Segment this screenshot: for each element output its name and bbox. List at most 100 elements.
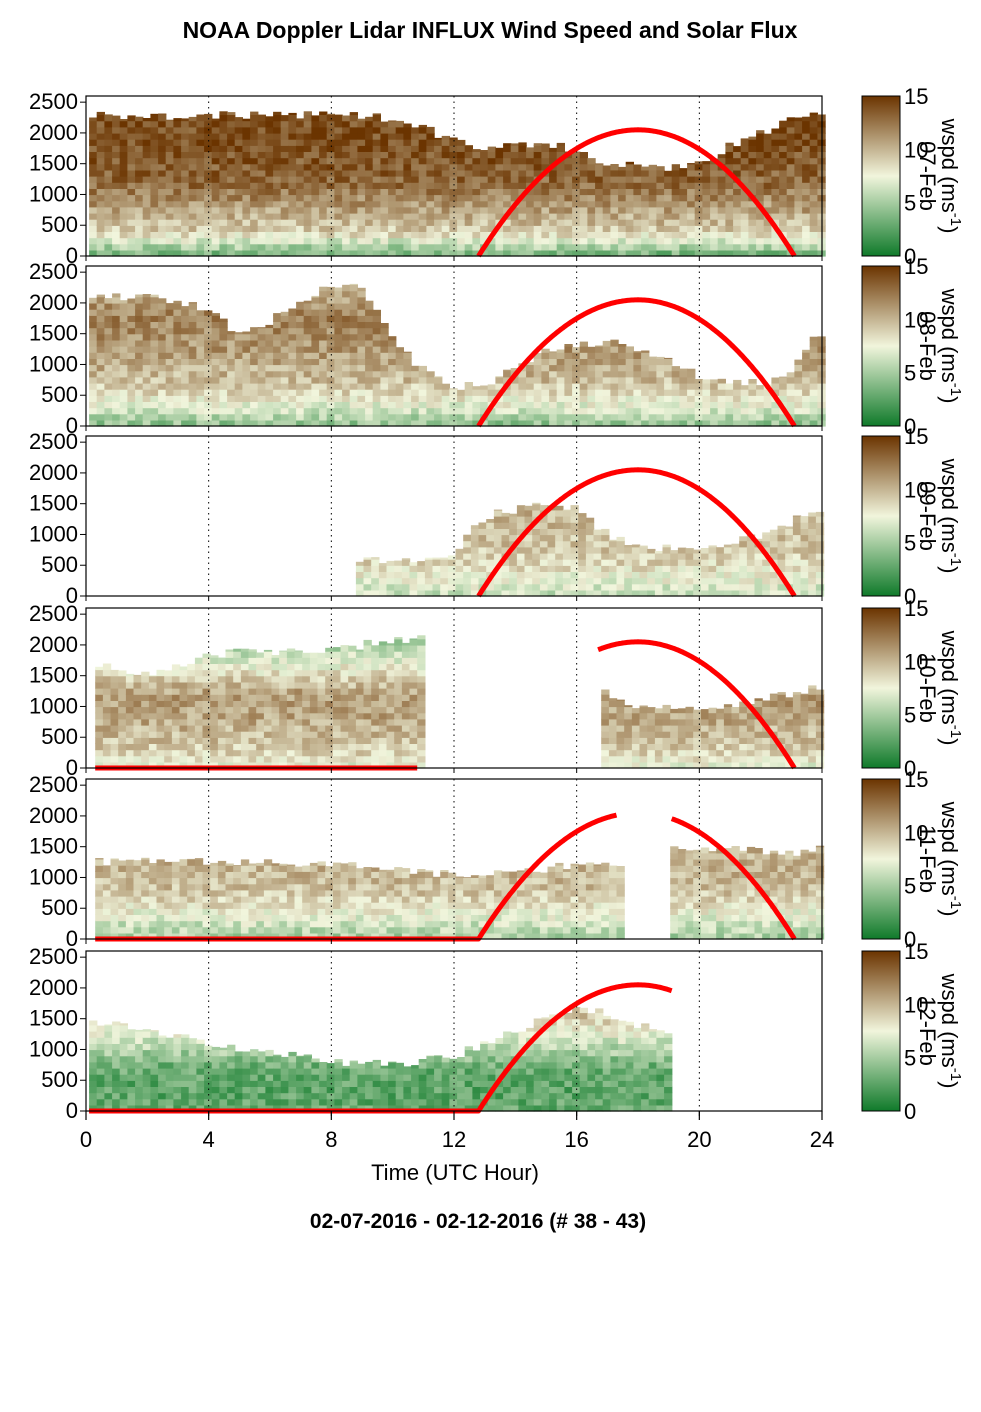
heatmap-cell [196,327,205,335]
heatmap-cell [388,358,397,366]
heatmap-cell [449,163,458,171]
heatmap-cell [227,419,236,427]
heatmap-cell [386,712,395,720]
heatmap-cell [211,182,220,189]
heatmap-cell [204,370,213,378]
heatmap-cell [624,755,633,763]
heatmap-cell [196,176,205,183]
heatmap-cell [547,509,556,517]
heatmap-cell [733,225,742,232]
heatmap-cell [141,724,150,732]
heatmap-cell [119,182,128,189]
heatmap-cell [809,370,818,378]
heatmap-cell [102,669,112,677]
heatmap-cell [802,358,811,366]
heatmap-cell [150,145,159,152]
heatmap-cell [733,379,742,384]
heatmap-cell [570,516,579,523]
heatmap-cell [769,577,779,585]
heatmap-cell [150,296,159,304]
heatmap-cell [317,681,326,689]
heatmap-cell [694,413,703,421]
heatmap-cell [250,182,259,189]
heatmap-cell [457,219,466,226]
heatmap-cell [257,413,266,421]
heatmap-cell [434,389,443,396]
heatmap-cell [96,339,105,347]
heatmap-cell [631,552,641,560]
heatmap-cell [587,219,596,226]
heatmap-cell [286,675,296,683]
heatmap-cell [731,546,740,554]
heatmap-cell [349,358,358,366]
heatmap-cell [150,157,159,165]
heatmap-cell [432,589,441,597]
heatmap-cell [119,333,128,341]
heatmap-cell [110,749,119,757]
heatmap-cell [380,364,389,372]
heatmap-cell [556,358,565,366]
heatmap-cell [426,194,435,202]
heatmap-cell [355,565,365,572]
heatmap-cell [539,540,549,548]
heatmap-cell [687,219,696,226]
heatmap-cell [547,516,556,523]
heatmap-cell [792,516,802,523]
heatmap-cell [181,413,190,421]
heatmap-cell [763,395,772,402]
heatmap-cell [95,737,104,744]
heatmap-cell [188,139,197,146]
heatmap-cell [656,188,665,196]
heatmap-cell [457,163,466,171]
heatmap-cell [464,382,473,390]
heatmap-cell [188,333,197,341]
heatmap-cell [524,589,533,597]
heatmap-cell [119,206,128,214]
heatmap-cell [480,237,489,245]
heatmap-cell [472,194,481,202]
heatmap-cell [656,182,665,189]
heatmap-cell [578,565,587,572]
heatmap-cell [815,577,825,585]
heatmap-cell [286,743,296,751]
heatmap-cell [118,712,127,720]
heatmap-cell [449,151,458,159]
heatmap-cell [242,206,251,214]
heatmap-cell [388,188,397,196]
heatmap-cell [348,755,357,763]
heatmap-cell [227,382,236,390]
heatmap-cell [311,176,320,183]
heatmap-cell [294,688,303,695]
heatmap-cell [717,389,726,396]
heatmap-cell [687,419,696,427]
heatmap-cell [380,194,389,202]
heatmap-cell [250,327,259,335]
heatmap-cell [127,163,136,171]
heatmap-cell [273,151,282,159]
heatmap-cell [641,231,650,239]
heatmap-cell [602,212,611,220]
heatmap-cell [633,376,642,384]
heatmap-cell [656,169,665,177]
heatmap-cell [334,243,343,251]
heatmap-cell [395,157,404,165]
heatmap-cell [325,675,334,683]
heatmap-cell [694,379,703,384]
heatmap-cell [587,163,596,171]
heatmap-cell [549,206,558,214]
heatmap-cell [403,231,412,239]
heatmap-cell [380,419,389,427]
heatmap-cell [700,552,710,560]
heatmap-cell [572,382,581,390]
heatmap-cell [564,344,573,347]
heatmap-cell [89,339,98,347]
heatmap-cell [110,669,119,677]
heatmap-cell [257,352,266,359]
heatmap-cell [210,718,219,726]
heatmap-cell [257,145,266,152]
heatmap-cell [303,157,312,165]
heatmap-cell [156,706,165,714]
heatmap-cell [478,540,487,548]
heatmap-cell [472,206,481,214]
